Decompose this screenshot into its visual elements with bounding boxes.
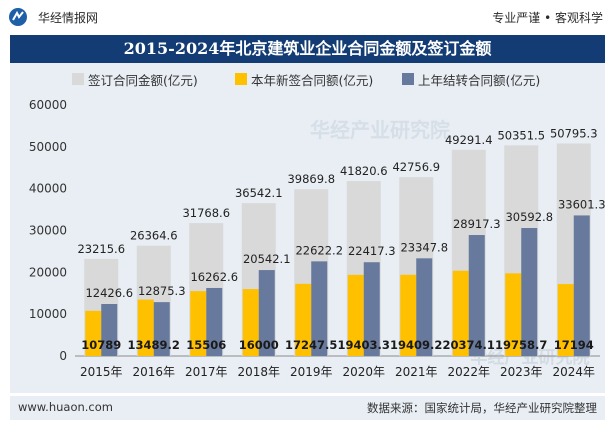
legend-label-carry: 上年结转合同额(亿元)	[418, 72, 541, 88]
x-tick-label: 2022年	[447, 365, 490, 379]
legend-item-carry: 上年结转合同额(亿元)	[402, 69, 540, 89]
data-label-new: 19403.3	[338, 338, 390, 352]
data-label-new: 17247.5	[285, 338, 337, 352]
x-tick-label: 2018年	[237, 365, 280, 379]
bar-new	[400, 274, 417, 356]
data-label-new: 10789	[81, 338, 121, 352]
bar-carry	[573, 215, 590, 356]
brand-name: 华经情报网	[38, 11, 99, 25]
data-label-total: 42756.9	[392, 160, 440, 174]
x-tick-label: 2023年	[500, 365, 543, 379]
legend-swatch-new	[235, 73, 247, 85]
y-tick-label: 60000	[29, 98, 67, 112]
bar-carry	[258, 270, 275, 356]
y-tick-label: 0	[59, 349, 67, 363]
chart-title: 2015-2024年北京建筑业企业合同金额及签订金额	[123, 39, 492, 58]
header-bar: 华经情报网 专业严谨 • 客观科学	[0, 0, 615, 33]
bar-carry	[101, 304, 118, 356]
data-label-carry: 30592.8	[505, 210, 553, 224]
footer-url: www.huaon.com	[18, 400, 113, 414]
bar-carry	[416, 258, 433, 356]
legend-swatch-total	[72, 73, 84, 85]
data-label-carry: 16262.6	[190, 270, 238, 284]
data-label-carry: 22622.2	[295, 243, 343, 257]
y-tick-label: 10000	[29, 307, 67, 321]
x-tick-label: 2020年	[342, 365, 385, 379]
y-tick-label: 30000	[29, 224, 67, 238]
bar-new	[505, 273, 522, 356]
y-tick-label: 40000	[29, 182, 67, 196]
data-label-new: 13489.2	[128, 338, 180, 352]
bar-new	[295, 283, 312, 356]
data-label-new: 19758.7	[495, 338, 547, 352]
data-label-carry: 33601.3	[558, 197, 605, 211]
data-label-total: 36542.1	[235, 186, 283, 200]
x-tick-label: 2016年	[132, 365, 175, 379]
chart-legend: 签订合同金额(亿元) 本年新签合同额(亿元) 上年结转合同额(亿元)	[10, 69, 605, 89]
brand-slogan: 专业严谨 • 客观科学	[492, 11, 603, 25]
bar-carry	[468, 235, 485, 356]
data-label-new: 16000	[239, 338, 279, 352]
bar-new	[557, 284, 574, 356]
x-tick-label: 2019年	[290, 365, 333, 379]
data-label-total: 39869.8	[287, 172, 335, 186]
data-label-carry: 12875.3	[138, 284, 186, 298]
x-tick-label: 2021年	[395, 365, 438, 379]
data-label-carry: 23347.8	[400, 240, 448, 254]
data-label-total: 31768.6	[182, 206, 230, 220]
y-tick-label: 20000	[29, 265, 67, 279]
bar-carry	[363, 262, 380, 356]
data-label-total: 26364.6	[130, 229, 178, 243]
bar-new	[85, 310, 102, 356]
bar-carry	[521, 228, 538, 356]
data-label-new: 20374.1	[443, 338, 495, 352]
bar-carry	[206, 287, 223, 356]
bar-new	[452, 270, 469, 356]
legend-label-total: 签订合同金额(亿元)	[88, 72, 198, 88]
bar-new	[190, 291, 207, 356]
bar-carry	[311, 261, 328, 356]
data-label-new: 19409.2	[390, 338, 442, 352]
bar-chart: 华经产业研究院 华经产业研究院 010000200003000040000500…	[29, 98, 605, 379]
data-label-total: 41820.6	[340, 164, 388, 178]
x-tick-label: 2017年	[185, 365, 228, 379]
legend-item-new: 本年新签合同额(亿元)	[235, 69, 373, 89]
title-banner: 2015-2024年北京建筑业企业合同金额及签订金额	[10, 35, 605, 63]
watermark-mid: 华经产业研究院	[310, 118, 450, 142]
legend-item-total: 签订合同金额(亿元)	[72, 69, 198, 89]
bar-new	[242, 289, 259, 356]
data-label-total: 50795.3	[550, 127, 598, 141]
footer-source: 数据来源：国家统计局，华经产业研究院整理	[367, 401, 597, 415]
x-tick-label: 2024年	[552, 365, 595, 379]
x-tick-label: 2015年	[80, 365, 123, 379]
data-label-total: 50351.5	[497, 128, 545, 142]
bar-carry	[153, 302, 170, 356]
data-label-carry: 28917.3	[453, 217, 501, 231]
huajing-logo-icon	[9, 8, 27, 26]
legend-label-new: 本年新签合同额(亿元)	[251, 72, 374, 88]
data-label-carry: 22417.3	[348, 244, 396, 258]
footer-bar: www.huaon.com 数据来源：国家统计局，华经产业研究院整理	[10, 396, 605, 420]
data-label-new: 17194	[554, 338, 594, 352]
data-label-carry: 20542.1	[243, 252, 291, 266]
data-label-total: 23215.6	[77, 242, 125, 256]
bar-new	[137, 299, 154, 356]
legend-swatch-carry	[402, 73, 414, 85]
data-label-total: 49291.4	[445, 133, 493, 147]
data-label-new: 15506	[186, 338, 226, 352]
data-label-carry: 12426.6	[85, 286, 133, 300]
bar-new	[347, 274, 364, 356]
y-tick-label: 50000	[29, 140, 67, 154]
chart-panel: 签订合同金额(亿元) 本年新签合同额(亿元) 上年结转合同额(亿元) 华经产业研…	[10, 63, 605, 393]
